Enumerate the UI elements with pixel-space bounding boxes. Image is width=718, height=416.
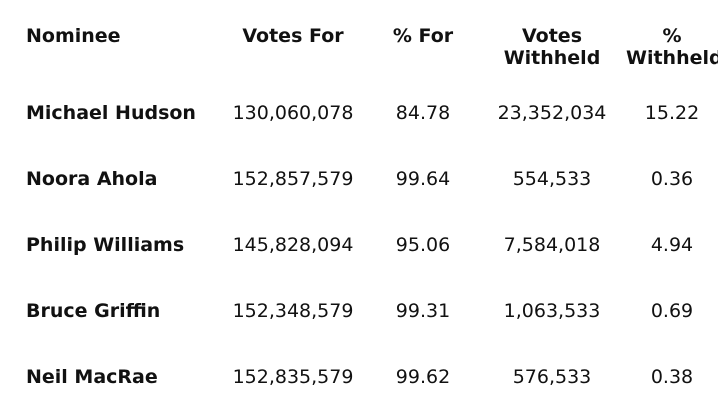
pct-for-cell: 99.31 <box>395 300 451 322</box>
votes-withheld-cell: 1,063,533 <box>503 300 601 322</box>
header-votes-for: Votes For <box>242 25 344 47</box>
votes-for-cell: 152,348,579 <box>232 300 354 322</box>
pct-for-cell: 99.64 <box>395 168 451 190</box>
votes-withheld-cell: 23,352,034 <box>497 102 607 124</box>
nominee-name: Michael Hudson <box>26 102 196 124</box>
votes-for-cell: 152,857,579 <box>232 168 354 190</box>
table-header-row: Nominee Votes For % For Votes Withheld %… <box>18 14 718 80</box>
header-pct-withheld: % Withheld <box>626 14 718 80</box>
header-votes-withheld: Votes Withheld <box>478 14 626 80</box>
pct-withheld-cell: 0.38 <box>650 366 694 388</box>
header-votes-withheld-line1: Votes <box>522 25 582 47</box>
table-row: Michael Hudson 130,060,078 84.78 23,352,… <box>18 80 718 146</box>
votes-for-cell: 130,060,078 <box>232 102 354 124</box>
nominee-name: Bruce Griffin <box>26 300 161 322</box>
votes-for-cell: 145,828,094 <box>232 234 354 256</box>
table-row: Bruce Griffin 152,348,579 99.31 1,063,53… <box>18 278 718 344</box>
header-pct-withheld-line1: % <box>662 25 682 47</box>
votes-withheld-cell: 554,533 <box>512 168 592 190</box>
table-row: Neil MacRae 152,835,579 99.62 576,533 0.… <box>18 344 718 410</box>
pct-withheld-cell: 0.69 <box>650 300 694 322</box>
header-pct-withheld-line2: Withheld <box>626 47 718 69</box>
nominee-name: Noora Ahola <box>26 168 158 190</box>
header-votes-withheld-line2: Withheld <box>503 47 601 69</box>
nominee-name: Neil MacRae <box>26 366 158 388</box>
votes-withheld-cell: 576,533 <box>512 366 592 388</box>
votes-withheld-cell: 7,584,018 <box>503 234 601 256</box>
election-results-table: Nominee Votes For % For Votes Withheld %… <box>18 14 718 410</box>
votes-for-cell: 152,835,579 <box>232 366 354 388</box>
header-pct-for: % For <box>392 25 454 47</box>
pct-withheld-cell: 15.22 <box>644 102 700 124</box>
pct-for-cell: 84.78 <box>395 102 451 124</box>
header-nominee: Nominee <box>26 25 121 47</box>
nominee-name: Philip Williams <box>26 234 185 256</box>
pct-for-cell: 95.06 <box>395 234 451 256</box>
table-row: Noora Ahola 152,857,579 99.64 554,533 0.… <box>18 146 718 212</box>
table-row: Philip Williams 145,828,094 95.06 7,584,… <box>18 212 718 278</box>
pct-withheld-cell: 4.94 <box>650 234 694 256</box>
pct-for-cell: 99.62 <box>395 366 451 388</box>
pct-withheld-cell: 0.36 <box>650 168 694 190</box>
